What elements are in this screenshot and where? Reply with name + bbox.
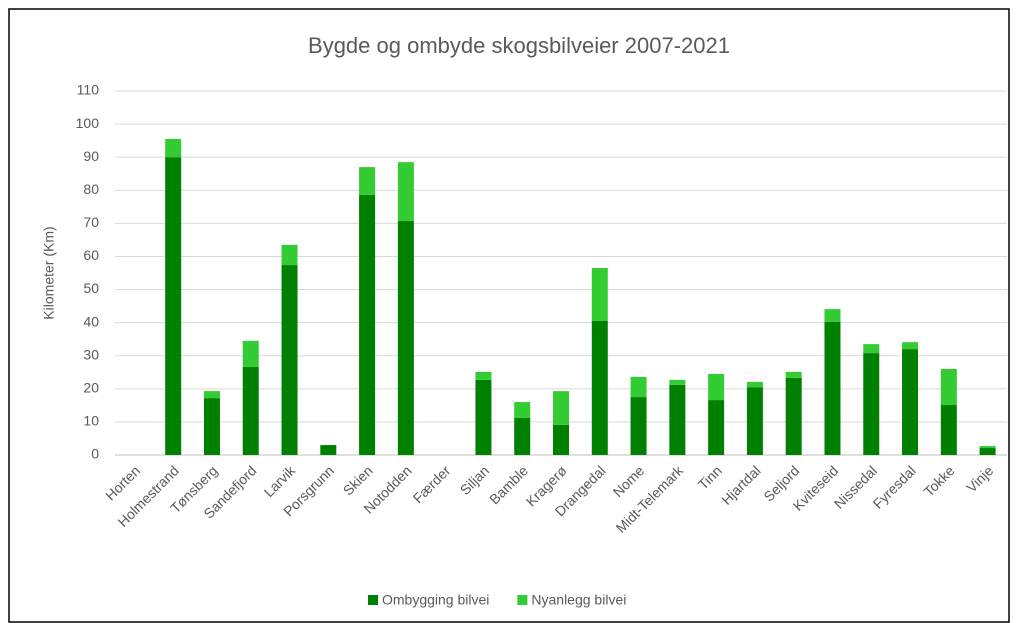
bar	[630, 397, 647, 455]
y-tick-label: 40	[83, 313, 99, 329]
bar	[863, 344, 880, 354]
y-tick-label: 110	[77, 82, 100, 98]
y-tick-label: 60	[83, 247, 99, 263]
bar	[708, 400, 725, 455]
bar	[979, 448, 996, 455]
y-tick-label: 50	[83, 280, 99, 296]
legend-swatch	[368, 595, 378, 605]
bar	[475, 379, 492, 455]
y-tick-label: 90	[83, 148, 99, 164]
bar	[591, 268, 608, 321]
legend-label: Nyanlegg bilvei	[531, 592, 626, 608]
y-tick-label: 0	[91, 446, 99, 462]
bar	[630, 376, 647, 398]
bar	[863, 353, 880, 455]
bar	[940, 405, 957, 455]
bar	[242, 366, 259, 455]
bar	[979, 446, 996, 449]
bar	[165, 157, 182, 455]
bar	[746, 381, 763, 388]
bar	[397, 221, 414, 455]
bar	[708, 373, 725, 401]
bar	[746, 387, 763, 455]
bar	[553, 424, 569, 455]
y-tick-label: 10	[83, 413, 99, 429]
bar	[785, 377, 802, 455]
bar	[824, 321, 841, 455]
legend-swatch	[517, 595, 528, 605]
chart-border	[8, 8, 1010, 623]
bar	[553, 391, 569, 425]
bar	[397, 162, 414, 222]
y-tick-label: 100	[76, 115, 100, 131]
bar	[320, 445, 337, 455]
bar	[203, 398, 220, 455]
bar	[940, 368, 957, 406]
bar	[242, 340, 259, 367]
y-tick-label: 30	[83, 346, 99, 362]
bar	[281, 265, 298, 455]
bar	[165, 138, 182, 158]
chart-title: Bygde og ombyde skogsbilveier 2007-2021	[308, 33, 730, 58]
bar	[514, 402, 531, 418]
bar	[359, 194, 376, 455]
bar	[281, 244, 298, 266]
bar	[902, 349, 919, 455]
y-tick-label: 70	[83, 214, 99, 230]
bar	[824, 309, 841, 322]
legend-label: Ombygging bilvei	[382, 592, 489, 608]
y-axis-title: Kilometer (Km)	[41, 226, 57, 319]
bar	[514, 417, 531, 455]
bar	[591, 320, 608, 455]
y-tick-label: 80	[83, 181, 99, 197]
bar	[203, 391, 220, 399]
bar	[475, 371, 492, 380]
bar	[669, 379, 686, 385]
bar	[902, 342, 919, 350]
bar	[669, 384, 686, 455]
bar	[785, 371, 802, 378]
bar	[359, 167, 376, 195]
y-tick-label: 20	[83, 380, 99, 396]
